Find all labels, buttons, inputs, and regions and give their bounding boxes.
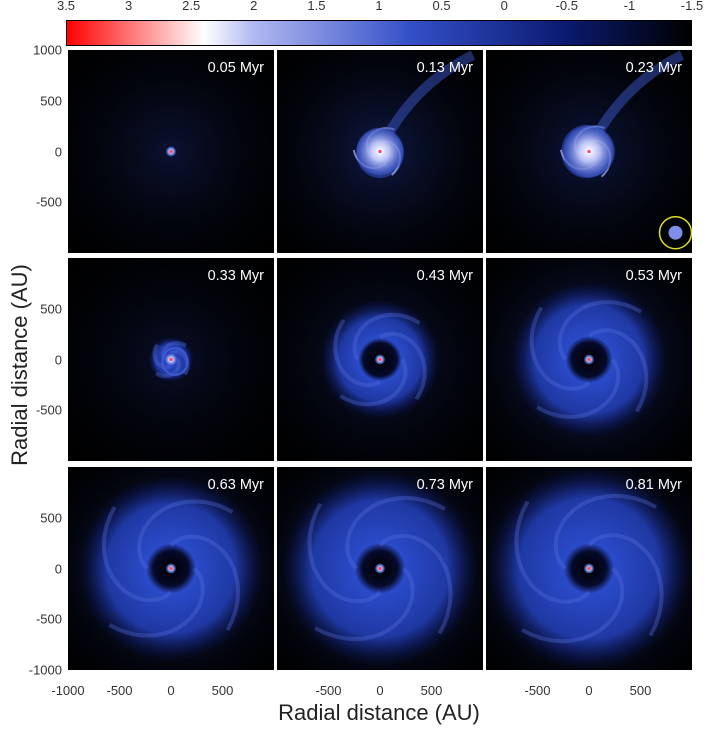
spiral-arm	[108, 567, 205, 638]
simulation-panel: 0.05 Myr	[68, 50, 274, 253]
y-axis-label: Radial distance (AU)	[7, 264, 32, 466]
simulation-panel: 0.81 Myr	[486, 467, 692, 670]
gas-filament	[594, 50, 685, 135]
spiral-arm	[557, 300, 642, 361]
spiral-arm	[101, 506, 173, 603]
colorbar-tick-label: 1.5	[307, 0, 326, 13]
simulation-panel: 0.63 Myr	[68, 467, 274, 670]
y-tick-label: 500	[40, 301, 62, 317]
spiral-arm	[169, 534, 241, 631]
protostar	[587, 149, 591, 154]
y-tick-label: -500	[35, 611, 62, 627]
spiral-arm	[553, 493, 657, 570]
colorbar-tick-label: -1.5	[680, 0, 704, 13]
protostar	[587, 566, 591, 571]
x-tick-label: -1000	[51, 683, 85, 698]
spiral-arm	[314, 567, 415, 642]
spiral-arm	[587, 328, 649, 413]
x-tick-label: -500	[106, 683, 133, 698]
simulation-panel: 0.43 Myr	[277, 258, 483, 461]
protostar	[378, 566, 382, 571]
gas-loop	[161, 347, 189, 376]
colorbar-tick-label: 3	[124, 0, 133, 13]
y-tick-label: 1000	[33, 42, 62, 58]
protostar	[378, 149, 382, 154]
spiral-arm	[529, 306, 591, 391]
panel-time-label: 0.81 Myr	[625, 477, 682, 493]
spiral-arm	[352, 312, 421, 361]
simulation-panel: 0.13 Myr	[277, 50, 483, 253]
panel-time-label: 0.63 Myr	[207, 477, 264, 493]
spiral-arm	[152, 343, 173, 370]
spiral-arm	[155, 358, 181, 379]
colorbar	[66, 20, 692, 46]
simulation-panel: 0.73 Myr	[277, 467, 483, 670]
x-tick-label: 0	[585, 683, 593, 698]
spiral-arm	[137, 499, 234, 570]
colorbar-tick-label: 2	[250, 0, 258, 13]
y-tick-label: 0	[54, 352, 62, 367]
spiral-arm	[379, 331, 427, 401]
spiral-arm	[587, 533, 664, 637]
panel-time-label: 0.53 Myr	[625, 268, 682, 284]
x-tick-label: 500	[629, 683, 652, 698]
x-tick-label: -500	[315, 683, 342, 698]
spiral-arm	[345, 495, 446, 570]
panel-time-label: 0.23 Myr	[625, 60, 682, 76]
x-tick-label: 0	[167, 683, 175, 698]
y-tick-label: 500	[40, 93, 62, 109]
highlight-circle	[658, 215, 692, 250]
spiral-arm	[514, 500, 591, 604]
panel-time-label: 0.33 Myr	[207, 268, 264, 284]
y-tick-label: 500	[40, 510, 62, 526]
panel-time-label: 0.05 Myr	[207, 60, 264, 76]
panel-time-label: 0.13 Myr	[416, 60, 473, 76]
y-tick-label: -500	[35, 194, 62, 210]
protostar	[169, 566, 173, 571]
colorbar-tick-label: 2.5	[182, 0, 201, 13]
colorbar-tick-label: -0.5	[555, 0, 578, 13]
panel-time-label: 0.73 Myr	[416, 477, 473, 493]
colorbar-tick-label: 3.5	[56, 0, 76, 13]
x-axis-label: Radial distance (AU)	[278, 700, 480, 725]
simulation-panel: 0.53 Myr	[486, 258, 692, 461]
gas-filament	[385, 50, 476, 135]
colorbar-tick-label: 0.5	[432, 0, 451, 13]
y-tick-label: -1000	[28, 662, 62, 678]
protostar	[169, 357, 173, 362]
protostar	[378, 357, 382, 362]
y-tick-label: -500	[35, 402, 62, 418]
protostar	[169, 149, 173, 154]
panel-time-label: 0.43 Myr	[416, 268, 473, 284]
simulation-panel: 0.23 Myr	[486, 50, 692, 253]
x-tick-label: 500	[420, 683, 443, 698]
y-tick-label: 0	[54, 144, 62, 159]
colorbar-tick-label: 0	[500, 0, 508, 13]
spiral-arm	[333, 318, 381, 388]
spiral-arm	[536, 358, 621, 419]
x-tick-label: -500	[524, 683, 551, 698]
x-tick-label: 0	[376, 683, 384, 698]
x-tick-label: 500	[211, 683, 234, 698]
protostar	[587, 357, 591, 362]
colorbar-tick-label: -1	[623, 0, 636, 13]
spiral-arm	[339, 358, 408, 407]
y-tick-label: 0	[54, 561, 62, 576]
simulation-panel: 0.33 Myr	[68, 258, 274, 461]
spiral-arm	[521, 567, 625, 644]
fragment-clump	[668, 225, 683, 240]
spiral-arm	[307, 502, 382, 604]
spiral-arm	[378, 533, 453, 635]
colorbar-tick-label: 1	[375, 0, 383, 13]
